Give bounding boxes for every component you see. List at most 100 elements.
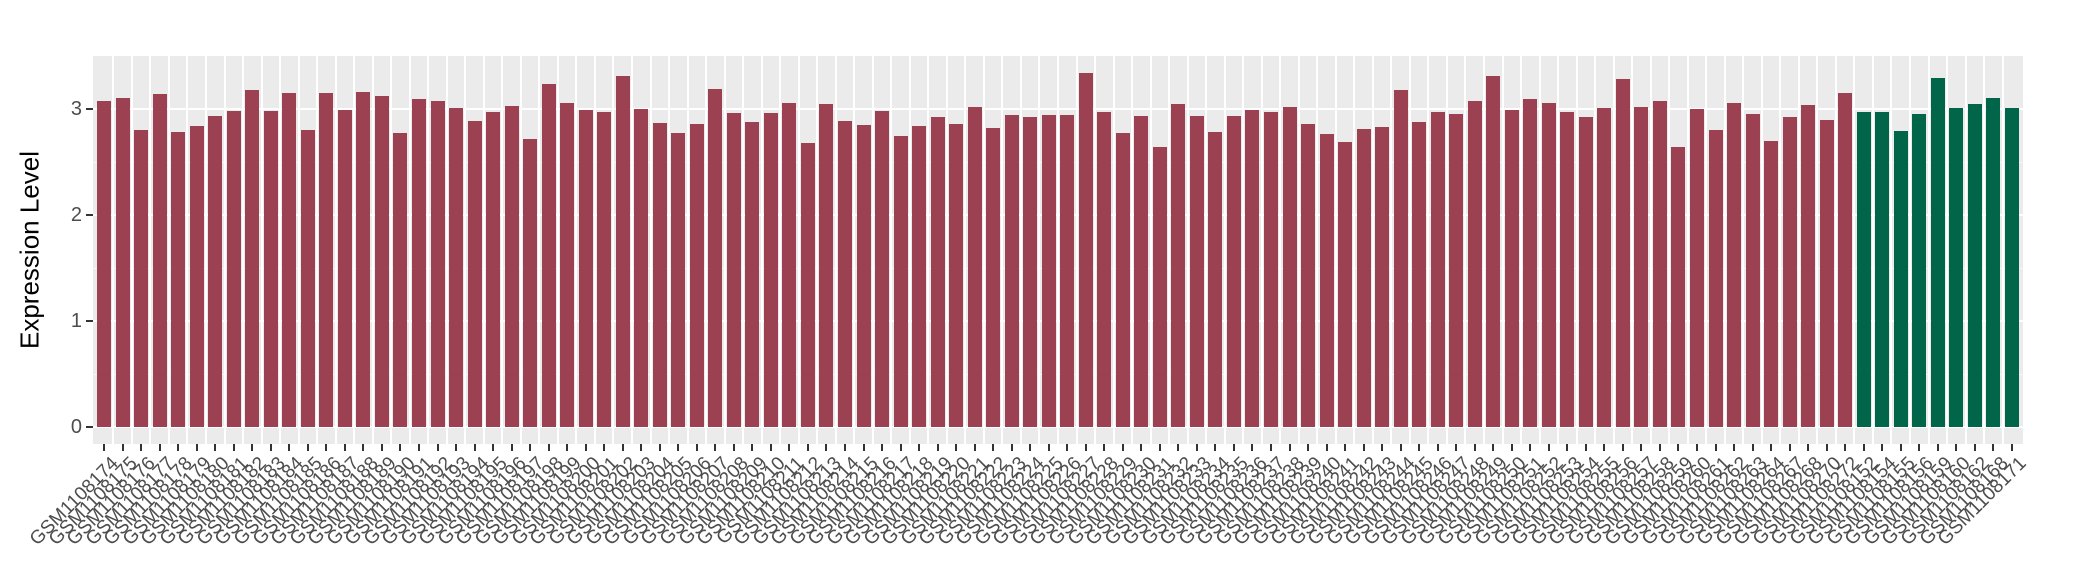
- gridline-vertical: [1760, 56, 1763, 444]
- bar: [671, 133, 686, 427]
- x-tick-mark: [195, 444, 198, 451]
- gridline-vertical: [1723, 56, 1726, 444]
- bar: [1652, 100, 1667, 427]
- x-tick-mark: [158, 444, 161, 451]
- bar: [1764, 140, 1779, 427]
- x-tick-mark: [658, 444, 661, 451]
- bar: [1893, 131, 1908, 427]
- gridline-vertical: [186, 56, 189, 444]
- bar: [615, 76, 630, 427]
- x-tick-mark: [1918, 444, 1921, 451]
- bar: [1745, 114, 1760, 427]
- bar: [300, 130, 315, 427]
- bar: [745, 121, 760, 427]
- gridline-vertical: [1816, 56, 1819, 444]
- gridline-vertical: [1538, 56, 1541, 444]
- gridline-vertical: [1168, 56, 1171, 444]
- gridline-vertical: [1983, 56, 1986, 444]
- gridline-vertical: [1834, 56, 1837, 444]
- x-tick-mark: [1232, 444, 1235, 451]
- x-tick-mark: [973, 444, 976, 451]
- bar: [1875, 112, 1890, 427]
- x-tick-mark: [640, 444, 643, 451]
- gridline-vertical: [927, 56, 930, 444]
- bar: [1597, 107, 1612, 427]
- gridline-vertical: [390, 56, 393, 444]
- bar: [356, 92, 371, 427]
- x-tick-mark: [1121, 444, 1124, 451]
- x-tick-mark: [1307, 444, 1310, 451]
- gridline-vertical: [1297, 56, 1300, 444]
- x-tick-mark: [843, 444, 846, 451]
- x-tick-mark: [1010, 444, 1013, 451]
- x-tick-mark: [399, 444, 402, 451]
- gridline-vertical: [242, 56, 245, 444]
- gridline-vertical: [1223, 56, 1226, 444]
- gridline-vertical: [316, 56, 319, 444]
- x-tick-mark: [621, 444, 624, 451]
- x-tick-mark: [1492, 444, 1495, 451]
- gridline-vertical: [1464, 56, 1467, 444]
- gridline-vertical: [167, 56, 170, 444]
- gridline-vertical: [742, 56, 745, 444]
- x-tick-mark: [325, 444, 328, 451]
- gridline-vertical: [908, 56, 911, 444]
- x-tick-mark: [1844, 444, 1847, 451]
- bar: [449, 107, 464, 427]
- gridline-vertical: [834, 56, 837, 444]
- x-tick-mark: [380, 444, 383, 451]
- x-tick-mark: [1195, 444, 1198, 451]
- x-tick-mark: [1566, 444, 1569, 451]
- gridline-vertical: [1779, 56, 1782, 444]
- bar: [1226, 116, 1241, 427]
- x-tick-mark: [121, 444, 124, 451]
- bar: [541, 83, 556, 427]
- x-tick-mark: [1325, 444, 1328, 451]
- x-tick-mark: [1270, 444, 1272, 451]
- x-tick-mark: [1862, 444, 1865, 451]
- bar: [1134, 116, 1149, 427]
- gridline-vertical: [1445, 56, 1448, 444]
- gridline-vertical: [668, 56, 671, 444]
- x-tick-mark: [1770, 444, 1773, 451]
- gridline-vertical: [1483, 56, 1485, 444]
- x-tick-mark: [1584, 444, 1587, 451]
- bar: [245, 89, 260, 427]
- bar: [597, 112, 612, 427]
- gridline-vertical: [1612, 56, 1615, 444]
- x-tick-mark: [695, 444, 698, 451]
- bar: [189, 125, 204, 427]
- bar: [1152, 147, 1167, 427]
- gridline-vertical: [1149, 56, 1152, 444]
- x-tick-mark: [955, 444, 958, 451]
- bar: [1319, 134, 1334, 427]
- gridline-vertical: [982, 56, 985, 444]
- x-tick-mark: [417, 444, 420, 451]
- gridline-vertical: [853, 56, 856, 444]
- x-tick-mark: [343, 444, 346, 451]
- x-tick-mark: [584, 444, 587, 451]
- gridline-vertical: [1131, 56, 1134, 444]
- gridline-vertical: [112, 56, 115, 444]
- bar: [689, 123, 704, 427]
- gridline-vertical: [723, 56, 726, 444]
- bar: [1523, 99, 1538, 427]
- x-tick-mark: [751, 444, 754, 451]
- x-tick-mark: [732, 444, 735, 451]
- gridline-vertical: [816, 56, 819, 444]
- gridline-vertical: [1909, 56, 1911, 444]
- bar: [1004, 115, 1019, 427]
- x-tick-mark: [1362, 444, 1365, 451]
- bar: [912, 125, 927, 427]
- x-tick-mark: [862, 444, 865, 451]
- bar: [1634, 106, 1649, 427]
- bar: [152, 94, 167, 427]
- bar: [1338, 141, 1353, 427]
- x-tick-mark: [1992, 444, 1995, 451]
- x-tick-mark: [1381, 444, 1384, 451]
- x-tick-mark: [1455, 444, 1458, 451]
- y-tick-label: 1: [70, 310, 82, 332]
- y-tick-label: 0: [70, 416, 82, 438]
- y-axis-title: Expression Level: [14, 151, 45, 349]
- bar: [1060, 115, 1075, 427]
